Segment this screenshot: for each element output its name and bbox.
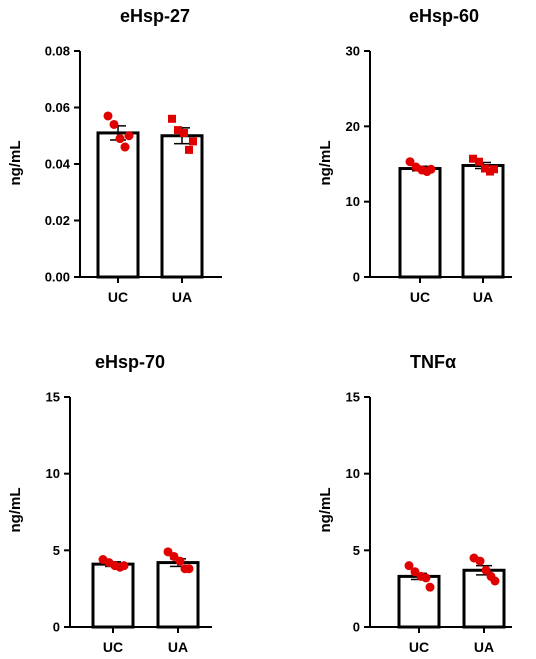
y-axis-label: ng/mL: [7, 141, 24, 186]
y-tick-label: 15: [46, 390, 60, 405]
y-tick-label: 5: [53, 543, 60, 558]
y-tick-label: 15: [346, 390, 360, 405]
chart-panel-ehsp27: eHsp-27 ng/mL 0.00 0.02 0.04 0.06 0.08 UC UA: [7, 6, 222, 305]
chart-title: eHsp-27: [120, 6, 190, 26]
data-point: [174, 126, 182, 135]
data-point: [124, 131, 134, 141]
y-tick-label: 0.06: [45, 100, 70, 115]
y-tick-label: 0.04: [45, 157, 71, 172]
data-point: [404, 561, 414, 571]
x-tick-label: UA: [473, 289, 493, 305]
y-tick-label: 10: [346, 194, 360, 209]
y-tick-label: 30: [346, 44, 360, 59]
bar-ua: [160, 134, 204, 279]
data-point: [481, 164, 489, 173]
y-axis-label: ng/mL: [317, 141, 334, 186]
y-tick-label: 0.08: [45, 44, 70, 59]
plot-area: 0.00 0.02 0.04 0.06 0.08 UC UA: [45, 44, 222, 305]
y-tick-label: 20: [346, 119, 360, 134]
data-point: [426, 164, 436, 174]
y-tick-label: 10: [46, 466, 60, 481]
data-point: [115, 134, 125, 144]
data-point: [189, 137, 197, 146]
data-point: [175, 556, 185, 566]
y-axis-label: ng/mL: [317, 488, 334, 533]
data-point: [103, 111, 113, 121]
x-tick-label: UA: [474, 639, 494, 655]
data-point: [168, 114, 176, 123]
plot-area: 0 5 10 15 UC UA: [346, 390, 512, 655]
x-tick-label: UC: [103, 639, 123, 655]
bar-uc: [96, 131, 140, 279]
chart-panel-ehsp70: eHsp-70 ng/mL 0 5 10 15 UC UA: [7, 352, 212, 655]
data-point: [119, 561, 129, 571]
chart-title: TNFα: [410, 352, 456, 372]
x-tick-label: UC: [410, 289, 430, 305]
bar-uc: [91, 562, 135, 629]
chart-panel-ehsp60: eHsp-60 ng/mL 0 10 20 30 UC UA: [317, 6, 512, 305]
x-tick-label: UA: [168, 639, 188, 655]
data-point: [120, 142, 130, 152]
y-tick-label: 0: [53, 620, 60, 635]
data-point: [425, 582, 435, 592]
bar-ua: [461, 164, 505, 279]
data-point: [475, 556, 485, 566]
data-point: [481, 565, 491, 575]
y-tick-label: 5: [353, 543, 360, 558]
x-tick-label: UC: [409, 639, 429, 655]
data-point: [405, 157, 415, 167]
bar-uc: [398, 167, 442, 279]
y-tick-label: 10: [346, 466, 360, 481]
data-point: [109, 119, 119, 129]
data-point: [469, 154, 477, 163]
x-tick-label: UA: [172, 289, 192, 305]
y-tick-label: 0.00: [45, 270, 70, 285]
plot-area: 0 10 20 30 UC UA: [346, 44, 512, 305]
data-point: [185, 145, 193, 154]
y-tick-label: 0.02: [45, 213, 70, 228]
y-tick-label: 0: [353, 270, 360, 285]
chart-title: eHsp-60: [409, 6, 479, 26]
y-axis-label: ng/mL: [7, 488, 24, 533]
data-point: [184, 564, 194, 574]
data-point: [490, 576, 500, 586]
data-point: [180, 128, 188, 137]
chart-panel-tnfa: TNFα ng/mL 0 5 10 15 UC UA: [317, 352, 512, 655]
bar-ua: [156, 561, 200, 629]
data-point: [421, 573, 431, 583]
data-point: [490, 165, 498, 174]
plot-area: 0 5 10 15 UC UA: [46, 390, 212, 655]
data-point: [475, 157, 483, 166]
x-tick-label: UC: [108, 289, 128, 305]
y-tick-label: 0: [353, 620, 360, 635]
chart-title: eHsp-70: [95, 352, 165, 372]
